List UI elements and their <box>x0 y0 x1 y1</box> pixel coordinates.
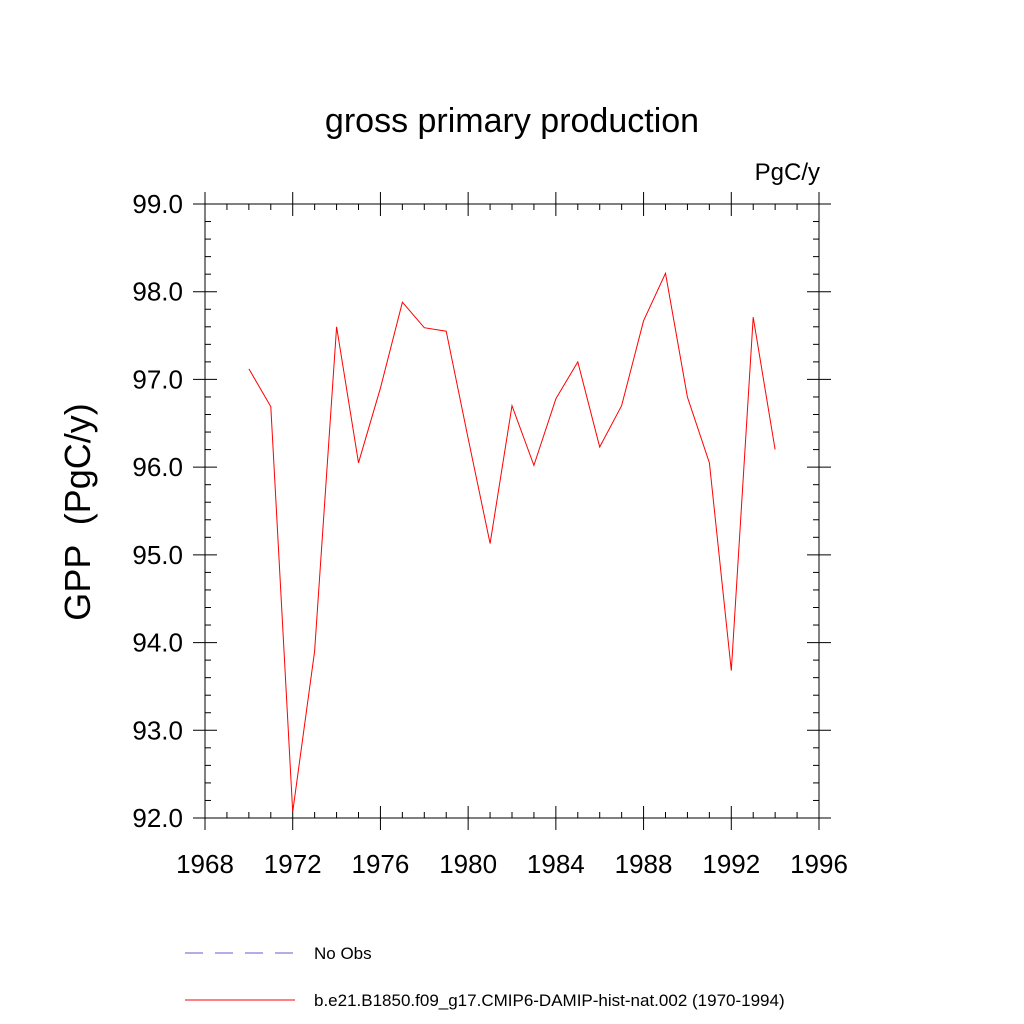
chart-title: gross primary production <box>325 102 699 140</box>
units-label: PgC/y <box>755 159 820 186</box>
series-layer <box>248 271 776 812</box>
x-tick-labels: 1968 1972 1976 1980 1984 1988 1992 1996 <box>176 849 848 879</box>
x-tick-label: 1988 <box>615 849 673 879</box>
y-tick-label: 97.0 <box>132 364 183 394</box>
y-tick-label: 98.0 <box>132 277 183 307</box>
y-tick-labels: 92.0 93.0 94.0 95.0 96.0 97.0 98.0 99.0 <box>132 189 183 833</box>
y-tick-label: 99.0 <box>132 189 183 219</box>
x-tick-label: 1972 <box>264 849 322 879</box>
x-tick-label: 1980 <box>439 849 497 879</box>
series-line-1 <box>248 271 776 812</box>
x-tick-label: 1968 <box>176 849 234 879</box>
y-tick-label: 93.0 <box>132 715 183 745</box>
minor-ticks <box>205 204 819 818</box>
legend: No Obs b.e21.B1850.f09_g17.CMIP6-DAMIP-h… <box>185 944 785 1010</box>
x-tick-label: 1976 <box>352 849 410 879</box>
x-tick-label: 1984 <box>527 849 585 879</box>
y-tick-label: 95.0 <box>132 540 183 570</box>
major-ticks <box>193 192 831 830</box>
plot-frame <box>204 203 820 819</box>
y-tick-label: 94.0 <box>132 628 183 658</box>
x-tick-label: 1992 <box>702 849 760 879</box>
x-tick-label: 1996 <box>790 849 848 879</box>
legend-label-no-obs: No Obs <box>314 944 372 963</box>
legend-label-model-run: b.e21.B1850.f09_g17.CMIP6-DAMIP-hist-nat… <box>314 991 785 1010</box>
y-axis-label: GPP (PgC/y) <box>57 403 98 620</box>
y-tick-label: 96.0 <box>132 452 183 482</box>
y-tick-label: 92.0 <box>132 803 183 833</box>
